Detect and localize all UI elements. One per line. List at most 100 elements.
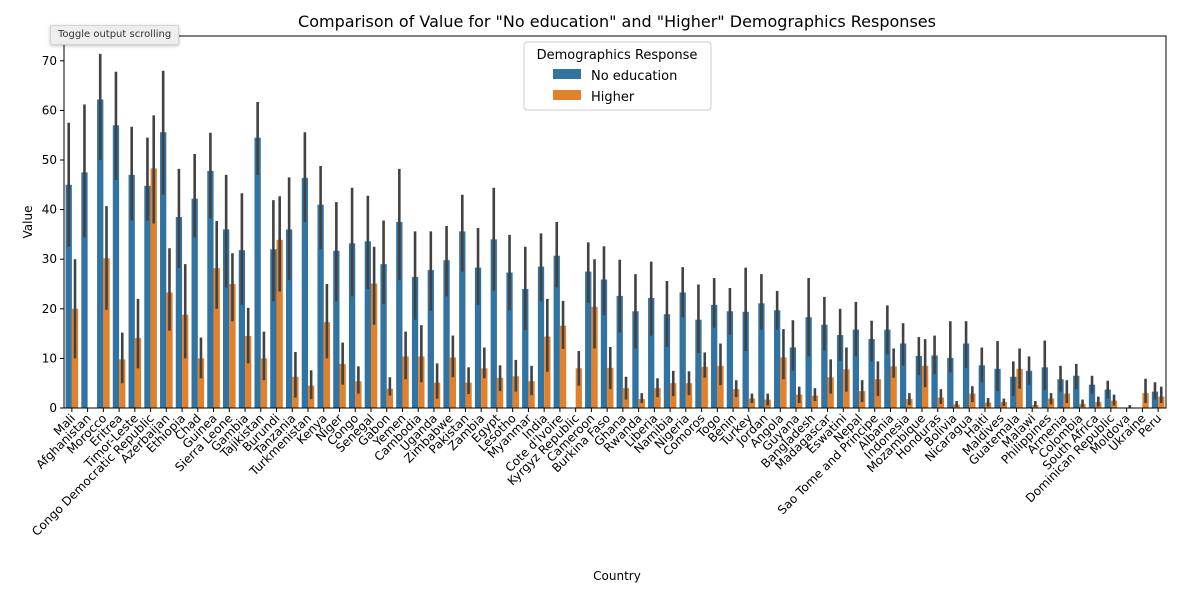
bar-no-education-indonesia <box>899 343 907 408</box>
bar-no-education-liberia <box>648 297 655 408</box>
bar-higher-zimbabwe <box>449 357 456 408</box>
bar-higher-azerbaijan <box>166 292 173 408</box>
bar-no-education-benin <box>726 311 734 408</box>
bar-no-education-congo <box>348 243 356 408</box>
bar-no-education-honduras <box>931 355 938 408</box>
bar-no-education-lesotho <box>506 272 513 408</box>
bar-higher-timor-leste <box>134 338 142 408</box>
bar-higher-kenya <box>323 322 331 408</box>
bar-higher-morocco <box>103 258 110 408</box>
bar-higher-chad <box>197 358 205 408</box>
bar-no-education-dominican-republic <box>1104 389 1111 408</box>
bar-higher-liberia <box>654 388 661 408</box>
bar-higher-albania <box>890 366 897 408</box>
bar-higher-senegal <box>370 283 378 408</box>
bar-higher-zambia <box>481 368 488 408</box>
bar-no-education-yemen <box>396 222 403 408</box>
y-tick-label: 40 <box>42 203 57 217</box>
bar-no-education-burundi <box>270 249 277 408</box>
bar-no-education-turkmenistan <box>301 177 309 408</box>
bar-higher-ethiopia <box>182 314 189 408</box>
legend-label-no-education: No education <box>591 69 677 84</box>
bar-no-education-sao-tome-and-principe <box>868 339 875 408</box>
bar-no-education-ghana <box>616 295 623 408</box>
bar-no-education-bangladesh <box>805 317 812 408</box>
bar-higher-yemen <box>402 356 409 408</box>
bar-no-education-eritrea <box>112 125 120 408</box>
bar-no-education-colombia <box>1073 375 1080 408</box>
bar-no-education-madagascar <box>821 324 828 408</box>
bar-no-education-pakistan <box>459 231 466 408</box>
bar-no-education-south-africa <box>1088 384 1096 408</box>
bar-no-education-mali <box>65 184 72 408</box>
bar-higher-turkey <box>748 398 756 408</box>
bar-higher-cameroon <box>591 306 598 408</box>
bar-no-education-afghanistan <box>81 172 88 408</box>
bar-no-education-comoros <box>695 319 702 408</box>
bar-no-education-albania <box>884 329 891 408</box>
bar-higher-cambodia <box>418 356 425 408</box>
x-axis-ticks: MaliAfghanistanMoroccoEritreaTimor-Leste… <box>29 408 1164 539</box>
bar-no-education-azerbaijan <box>160 132 167 408</box>
bar-no-education-egypt <box>490 239 497 408</box>
bar-higher-congo-democratic-republic <box>150 168 157 408</box>
bar-higher-burundi <box>276 239 283 408</box>
bar-higher-sierra-leone <box>229 284 236 408</box>
y-tick-label: 60 <box>42 103 57 117</box>
bar-higher-cote-d-ivoire <box>559 325 567 408</box>
bar-no-education-haiti <box>978 365 985 408</box>
y-axis-label: Value <box>21 206 35 239</box>
bar-no-education-morocco <box>97 99 104 409</box>
bar-higher-eritrea <box>119 359 126 408</box>
bar-no-education-eswatini <box>836 335 844 408</box>
toggle-output-scrolling-button[interactable]: Toggle output scrolling <box>50 25 180 45</box>
bar-no-education-sierra-leone <box>223 229 230 408</box>
y-tick-label: 0 <box>49 401 57 415</box>
bar-no-education-jordan <box>758 303 765 408</box>
bar-no-education-kenya <box>317 204 324 408</box>
bar-higher-gabon <box>386 388 394 408</box>
bar-no-education-gabon <box>380 264 387 408</box>
bar-no-education-tanzania <box>285 229 293 408</box>
bar-no-education-niger <box>333 250 340 408</box>
bar-higher-bangladesh <box>811 395 819 408</box>
y-tick-label: 30 <box>42 252 57 266</box>
bar-no-education-ethiopia <box>175 217 183 408</box>
bar-no-education-namibia <box>663 314 671 408</box>
bar-no-education-nicaragua <box>962 343 970 408</box>
bar-no-education-cote-d-ivoire <box>553 255 560 408</box>
bar-no-education-burkina-faso <box>600 279 608 408</box>
legend-swatch-no-education <box>553 69 581 79</box>
bar-no-education-nepal <box>852 329 860 408</box>
bar-no-education-mozambique <box>915 355 922 408</box>
bar-higher-pakistan <box>465 382 472 408</box>
bar-higher-egypt <box>496 377 504 408</box>
bar-higher-tajikistan <box>260 358 268 408</box>
x-axis-label: Country <box>593 569 641 583</box>
bar-higher-lesotho <box>512 376 519 408</box>
bar-higher-guinea <box>213 268 220 408</box>
bar-higher-rwanda <box>638 399 645 408</box>
legend-label-higher: Higher <box>591 90 635 105</box>
y-tick-label: 50 <box>42 153 57 167</box>
plot-frame <box>63 35 1167 409</box>
bar-no-education-bolivia <box>947 357 954 408</box>
y-axis-ticks: 0 10 20 30 40 50 60 70 <box>42 54 64 415</box>
bar-no-education-myanmar <box>522 288 529 408</box>
bar-no-education-angola <box>774 310 781 408</box>
bar-no-education-nigeria <box>679 292 686 408</box>
bar-no-education-gambia <box>238 250 246 408</box>
y-tick-label: 70 <box>42 54 57 68</box>
bar-no-education-turkey <box>742 311 749 408</box>
bar-no-education-zambia <box>474 267 482 408</box>
bar-no-education-togo <box>711 304 718 408</box>
y-tick-label: 10 <box>42 351 57 365</box>
bar-higher-congo <box>355 381 362 408</box>
bar-higher-gambia <box>245 336 252 408</box>
bar-no-education-cameroon <box>585 271 592 408</box>
y-tick-label: 20 <box>42 302 57 316</box>
bar-higher-angola <box>780 357 787 408</box>
legend-swatch-higher <box>553 90 581 100</box>
bar-no-education-tajikistan <box>254 137 261 408</box>
